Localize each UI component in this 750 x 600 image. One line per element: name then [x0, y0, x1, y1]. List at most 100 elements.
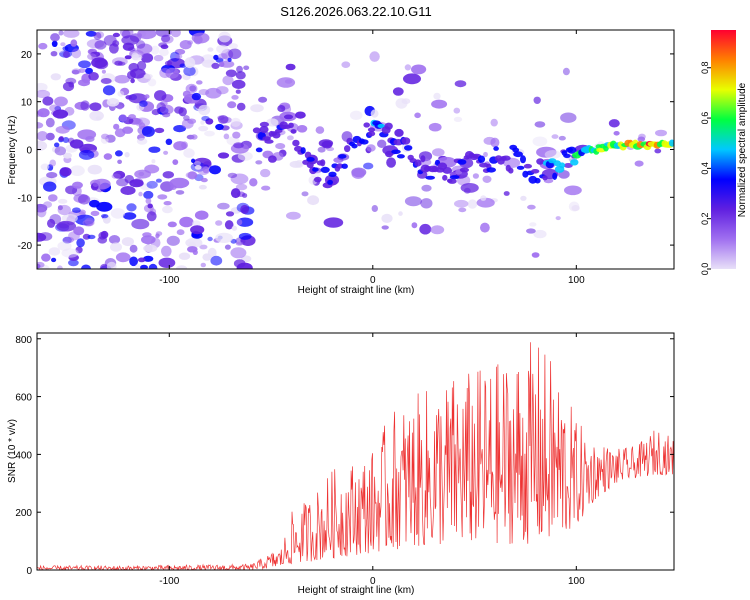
heatmap-cell	[654, 148, 662, 154]
heatmap-cell	[70, 39, 78, 47]
heatmap-cell	[564, 185, 582, 196]
heatmap-cell	[176, 229, 185, 236]
heatmap-cell	[201, 115, 210, 122]
heatmap-cell	[419, 223, 432, 235]
heatmap-cell	[103, 153, 113, 160]
heatmap-cell	[61, 213, 78, 223]
heatmap-cell	[191, 158, 196, 163]
heatmap-cell	[118, 114, 128, 122]
heatmap-cell	[531, 252, 540, 258]
heatmap-cell	[453, 116, 463, 122]
heatmap-cell	[216, 86, 229, 95]
heatmap-cell	[225, 69, 237, 78]
heatmap-y-axis-label: Frequency (Hz)	[7, 116, 18, 185]
heatmap-cell	[140, 183, 152, 191]
heatmap-cell	[62, 236, 75, 244]
heatmap-cell	[454, 80, 467, 88]
heatmap-cell	[174, 48, 186, 55]
heatmap-cell	[162, 171, 174, 179]
heatmap-cell	[52, 109, 69, 119]
heatmap-cell	[544, 150, 561, 159]
heatmap-cell	[202, 166, 210, 174]
heatmap-cell	[520, 195, 527, 201]
heatmap-cell	[59, 167, 72, 177]
heatmap-cell	[231, 225, 238, 231]
heatmap-cell	[50, 73, 61, 81]
heatmap-ridge-cell	[559, 162, 566, 169]
heatmap-cell	[370, 109, 379, 118]
colorbar-ticks: 0.0 0.2 0.4 0.6 0.8	[700, 61, 711, 275]
heatmap-cell	[91, 57, 108, 68]
heatmap-cell	[121, 237, 134, 247]
heatmap-cell	[158, 42, 168, 48]
heatmap-cell	[321, 140, 333, 149]
heatmap-cell	[414, 112, 421, 119]
heatmap-ridge-cell	[306, 157, 315, 162]
heatmap-cell	[217, 202, 230, 210]
heatmap-ridge-cell	[668, 139, 674, 147]
heatmap-cell	[296, 125, 308, 133]
heatmap-cell	[67, 137, 75, 144]
heatmap-cell	[122, 126, 134, 134]
colorbar-gradient	[711, 30, 736, 269]
heatmap-cell	[472, 173, 479, 179]
heatmap-cell	[90, 210, 100, 217]
heatmap-ridge-cell	[338, 154, 347, 159]
heatmap-cell	[295, 159, 304, 168]
heatmap-x-tick-label: 0	[370, 275, 376, 286]
heatmap-cell	[78, 60, 91, 69]
heatmap-cell	[74, 214, 95, 226]
heatmap-ridge-cell	[508, 167, 514, 174]
heatmap-marks	[37, 30, 674, 269]
heatmap-cell	[205, 118, 214, 125]
heatmap-ridge-cell	[520, 155, 526, 164]
heatmap-cell	[490, 137, 500, 148]
heatmap-cell	[200, 120, 205, 125]
heatmap-cell	[369, 51, 380, 62]
heatmap-cell	[351, 168, 365, 179]
heatmap-cell	[190, 225, 205, 235]
heatmap-cell	[37, 82, 48, 92]
heatmap-cell	[88, 199, 100, 208]
heatmap-cell	[460, 183, 479, 193]
heatmap-cell	[139, 100, 148, 107]
heatmap-cell	[235, 71, 246, 80]
heatmap-cell	[198, 125, 209, 132]
heatmap-cell	[207, 236, 213, 242]
heatmap-cell	[398, 211, 403, 216]
heatmap-cell	[421, 184, 432, 192]
heatmap-cell	[430, 225, 445, 235]
heatmap-cell	[275, 143, 286, 150]
heatmap-cell	[258, 96, 268, 103]
heatmap-cell	[200, 262, 206, 268]
heatmap-cell	[57, 241, 72, 251]
heatmap-cell	[216, 44, 229, 54]
heatmap-ridge-cell	[312, 167, 319, 172]
heatmap-cell	[147, 203, 153, 209]
heatmap-cell	[113, 123, 120, 130]
heatmap-cell	[60, 42, 66, 47]
heatmap-cell	[420, 198, 433, 209]
heatmap-cell	[401, 98, 411, 105]
heatmap-cell	[215, 232, 234, 243]
heatmap-cell	[277, 105, 286, 112]
heatmap-cell	[71, 48, 82, 59]
heatmap-cell	[187, 118, 197, 124]
heatmap-cell	[237, 151, 253, 161]
heatmap-x-ticks: -100 0 100	[159, 30, 585, 286]
heatmap-cell	[117, 104, 123, 110]
heatmap-cell	[126, 203, 137, 212]
heatmap-x-tick-label: -100	[159, 275, 179, 286]
snr-y-tick-label: 200	[15, 508, 32, 519]
heatmap-cell	[185, 83, 198, 94]
heatmap-cell	[103, 35, 117, 46]
heatmap-cell	[45, 117, 55, 128]
heatmap-cell	[231, 79, 246, 89]
heatmap-cell	[551, 134, 559, 139]
heatmap-cell	[101, 214, 109, 219]
heatmap-ridge-cell	[501, 155, 511, 161]
heatmap-cell	[143, 255, 154, 262]
heatmap-cell	[236, 65, 243, 73]
heatmap-cell	[68, 259, 79, 267]
heatmap-cell	[555, 216, 561, 221]
